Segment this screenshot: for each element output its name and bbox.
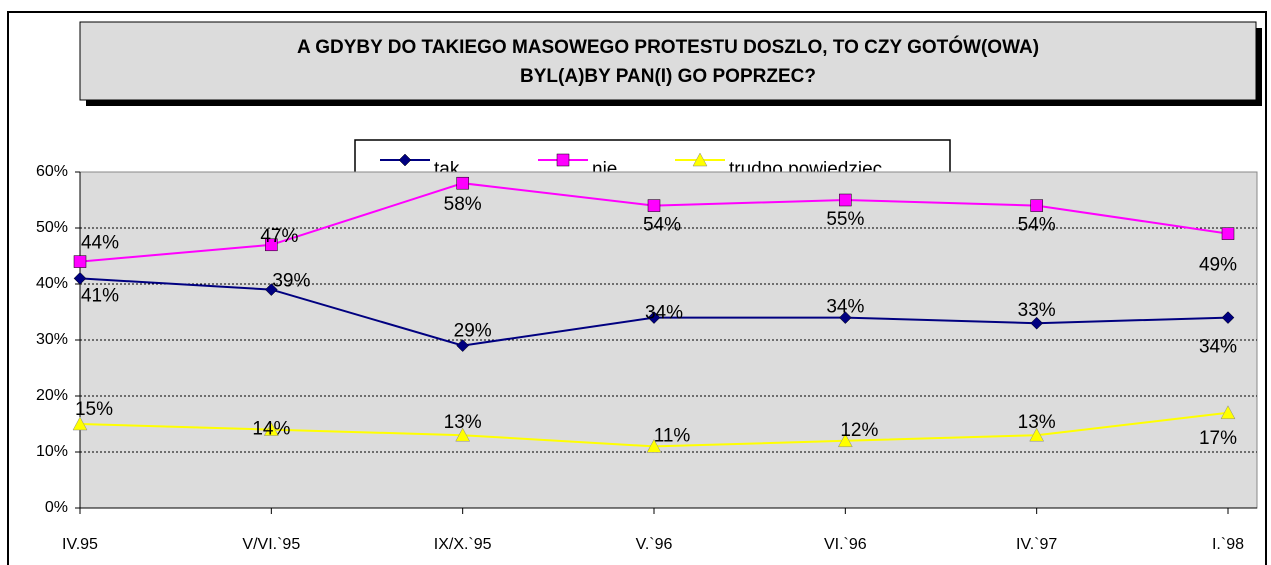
- marker: [837, 433, 853, 448]
- data-label: 49%: [1199, 255, 1237, 276]
- marker: [73, 255, 87, 268]
- chart-title: BYL(A)BY PAN(I) GO POPRZEC?: [520, 66, 816, 87]
- marker: [1029, 427, 1045, 442]
- marker: [1030, 199, 1043, 212]
- data-label: 14%: [252, 419, 290, 440]
- data-label: 55%: [826, 209, 864, 230]
- data-label: 12%: [840, 420, 878, 441]
- y-tick-label: 40%: [36, 275, 68, 292]
- marker: [646, 438, 662, 453]
- x-tick-label: V.`96: [636, 536, 673, 553]
- marker: [398, 153, 412, 167]
- marker: [456, 339, 470, 352]
- marker: [265, 238, 278, 252]
- data-label: 34%: [645, 303, 683, 324]
- data-label: 13%: [444, 412, 482, 433]
- data-label: 44%: [81, 233, 119, 254]
- data-label: 34%: [1199, 337, 1237, 358]
- marker: [1221, 227, 1235, 240]
- x-tick-label: V/VI.`95: [242, 536, 300, 553]
- title-box: [79, 21, 1257, 101]
- x-tick-label: IV.`97: [1016, 536, 1057, 553]
- marker: [1221, 311, 1235, 324]
- data-label: 17%: [1199, 428, 1237, 449]
- x-tick-label: VI.`96: [824, 536, 867, 553]
- data-label: 47%: [260, 226, 298, 247]
- marker: [264, 283, 278, 296]
- marker: [455, 427, 471, 442]
- marker: [839, 193, 852, 207]
- data-label: 33%: [1018, 300, 1056, 321]
- data-label: 11%: [654, 425, 691, 446]
- y-tick-label: 60%: [36, 163, 68, 180]
- marker: [647, 311, 661, 324]
- data-label: 15%: [75, 399, 113, 420]
- marker: [838, 311, 852, 324]
- marker: [692, 152, 708, 167]
- data-label: 39%: [272, 271, 310, 292]
- marker: [1030, 316, 1044, 330]
- marker: [647, 199, 661, 212]
- marker: [456, 176, 469, 190]
- data-label: 29%: [454, 321, 492, 342]
- marker: [72, 416, 88, 431]
- marker: [1220, 405, 1236, 420]
- data-label: 13%: [1018, 412, 1056, 433]
- data-label: 58%: [444, 194, 482, 215]
- marker: [556, 153, 570, 167]
- data-label: 54%: [643, 215, 681, 236]
- data-label: 54%: [1018, 215, 1056, 236]
- y-tick-label: 50%: [36, 219, 68, 236]
- chart-title: A GDYBY DO TAKIEGO MASOWEGO PROTESTU DOS…: [297, 36, 1039, 58]
- y-tick-label: 0%: [45, 499, 68, 516]
- data-label: 34%: [826, 297, 864, 318]
- y-tick-label: 20%: [36, 387, 68, 404]
- marker: [263, 422, 279, 436]
- data-label: 41%: [81, 285, 119, 306]
- chart-frame: [7, 11, 1267, 565]
- y-tick-label: 10%: [36, 443, 68, 460]
- x-tick-label: I.`98: [1212, 536, 1244, 553]
- x-tick-label: IV.95: [62, 536, 98, 553]
- x-tick-label: IX/X.`95: [434, 536, 492, 553]
- y-tick-label: 30%: [36, 331, 68, 348]
- marker: [73, 272, 87, 285]
